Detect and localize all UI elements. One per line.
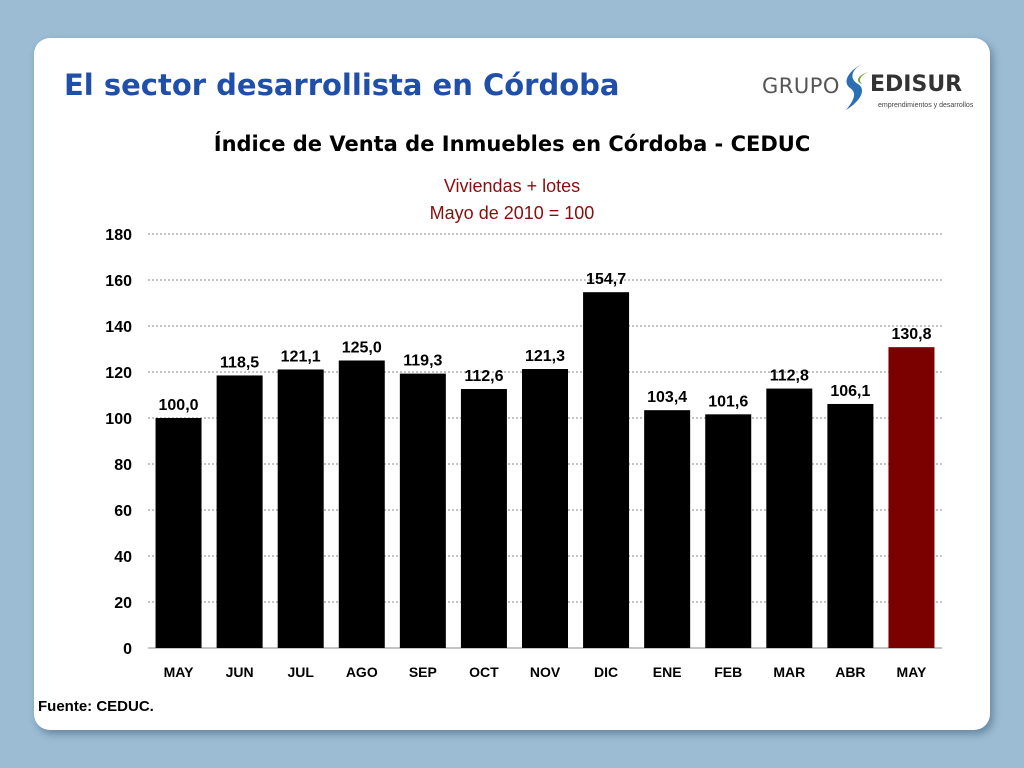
bar [644, 410, 691, 648]
x-tick-label: SEP [409, 664, 437, 680]
bar [155, 418, 202, 648]
bar [888, 347, 935, 648]
y-tick-label: 140 [105, 319, 132, 336]
data-label: 112,8 [770, 368, 809, 385]
x-tick-label: OCT [469, 664, 499, 680]
x-tick-label: DIC [594, 664, 618, 680]
x-tick-label: AGO [346, 664, 378, 680]
bar [338, 360, 385, 648]
y-tick-label: 40 [114, 549, 132, 566]
data-label: 103,4 [647, 389, 687, 406]
data-label: 100,0 [159, 397, 199, 414]
x-tick-label: MAY [897, 664, 927, 680]
source-note: Fuente: CEDUC. [38, 698, 154, 715]
data-label: 154,7 [586, 271, 626, 288]
data-label: 101,6 [708, 393, 748, 410]
y-tick-label: 0 [123, 641, 132, 658]
y-tick-label: 20 [114, 595, 132, 612]
y-tick-label: 180 [105, 227, 132, 244]
bar [277, 369, 324, 648]
data-label: 119,3 [403, 353, 442, 370]
bar [522, 369, 568, 648]
data-label: 125,0 [342, 340, 382, 357]
x-tick-label: ENE [653, 664, 682, 680]
data-label: 130,8 [891, 326, 931, 343]
slide: El sector desarrollista en Córdoba GRUPO… [34, 38, 990, 730]
y-tick-label: 100 [105, 411, 132, 428]
bar [766, 388, 813, 648]
x-tick-label: NOV [530, 664, 561, 680]
y-tick-label: 160 [105, 273, 132, 290]
grupo-edisur-logo: GRUPO EDISUR emprendimientos y desarroll… [762, 60, 973, 116]
logo-swoosh-icon [846, 62, 868, 110]
x-tick-label: ABR [835, 664, 865, 680]
chart-subtitle-2: Mayo de 2010 = 100 [429, 203, 595, 223]
bar [583, 292, 630, 648]
x-tick-label: JUL [287, 664, 314, 680]
data-label: 118,5 [220, 354, 259, 371]
y-tick-label: 60 [114, 503, 132, 520]
x-tick-label: JUN [226, 664, 254, 680]
bar-chart: 100,0 118,5 121,1 125,0 119,3 112,6 121,3 154,7… [105, 227, 942, 680]
bar [705, 414, 752, 648]
chart-title: Índice de Venta de Inmuebles en Córdoba … [213, 132, 811, 156]
bar [460, 389, 507, 648]
y-tick-label: 120 [105, 365, 132, 382]
bar [399, 373, 446, 648]
bar [216, 375, 263, 648]
data-label: 121,1 [281, 348, 321, 365]
x-tick-label: MAR [773, 664, 805, 680]
bar [827, 403, 874, 648]
logo-edisur-text: EDISUR [870, 72, 963, 97]
x-tick-label: FEB [714, 664, 742, 680]
x-tick-label: MAY [164, 664, 194, 680]
page-title: El sector desarrollista en Córdoba [64, 68, 620, 102]
data-label: 112,6 [464, 368, 503, 385]
logo-tagline: emprendimientos y desarrollos [878, 102, 974, 109]
y-tick-label: 80 [114, 457, 132, 474]
data-label: 121,3 [525, 348, 565, 365]
chart-subtitle-1: Viviendas + lotes [443, 176, 581, 196]
logo-grupo-text: GRUPO [762, 74, 840, 98]
data-label: 106,1 [830, 383, 870, 400]
